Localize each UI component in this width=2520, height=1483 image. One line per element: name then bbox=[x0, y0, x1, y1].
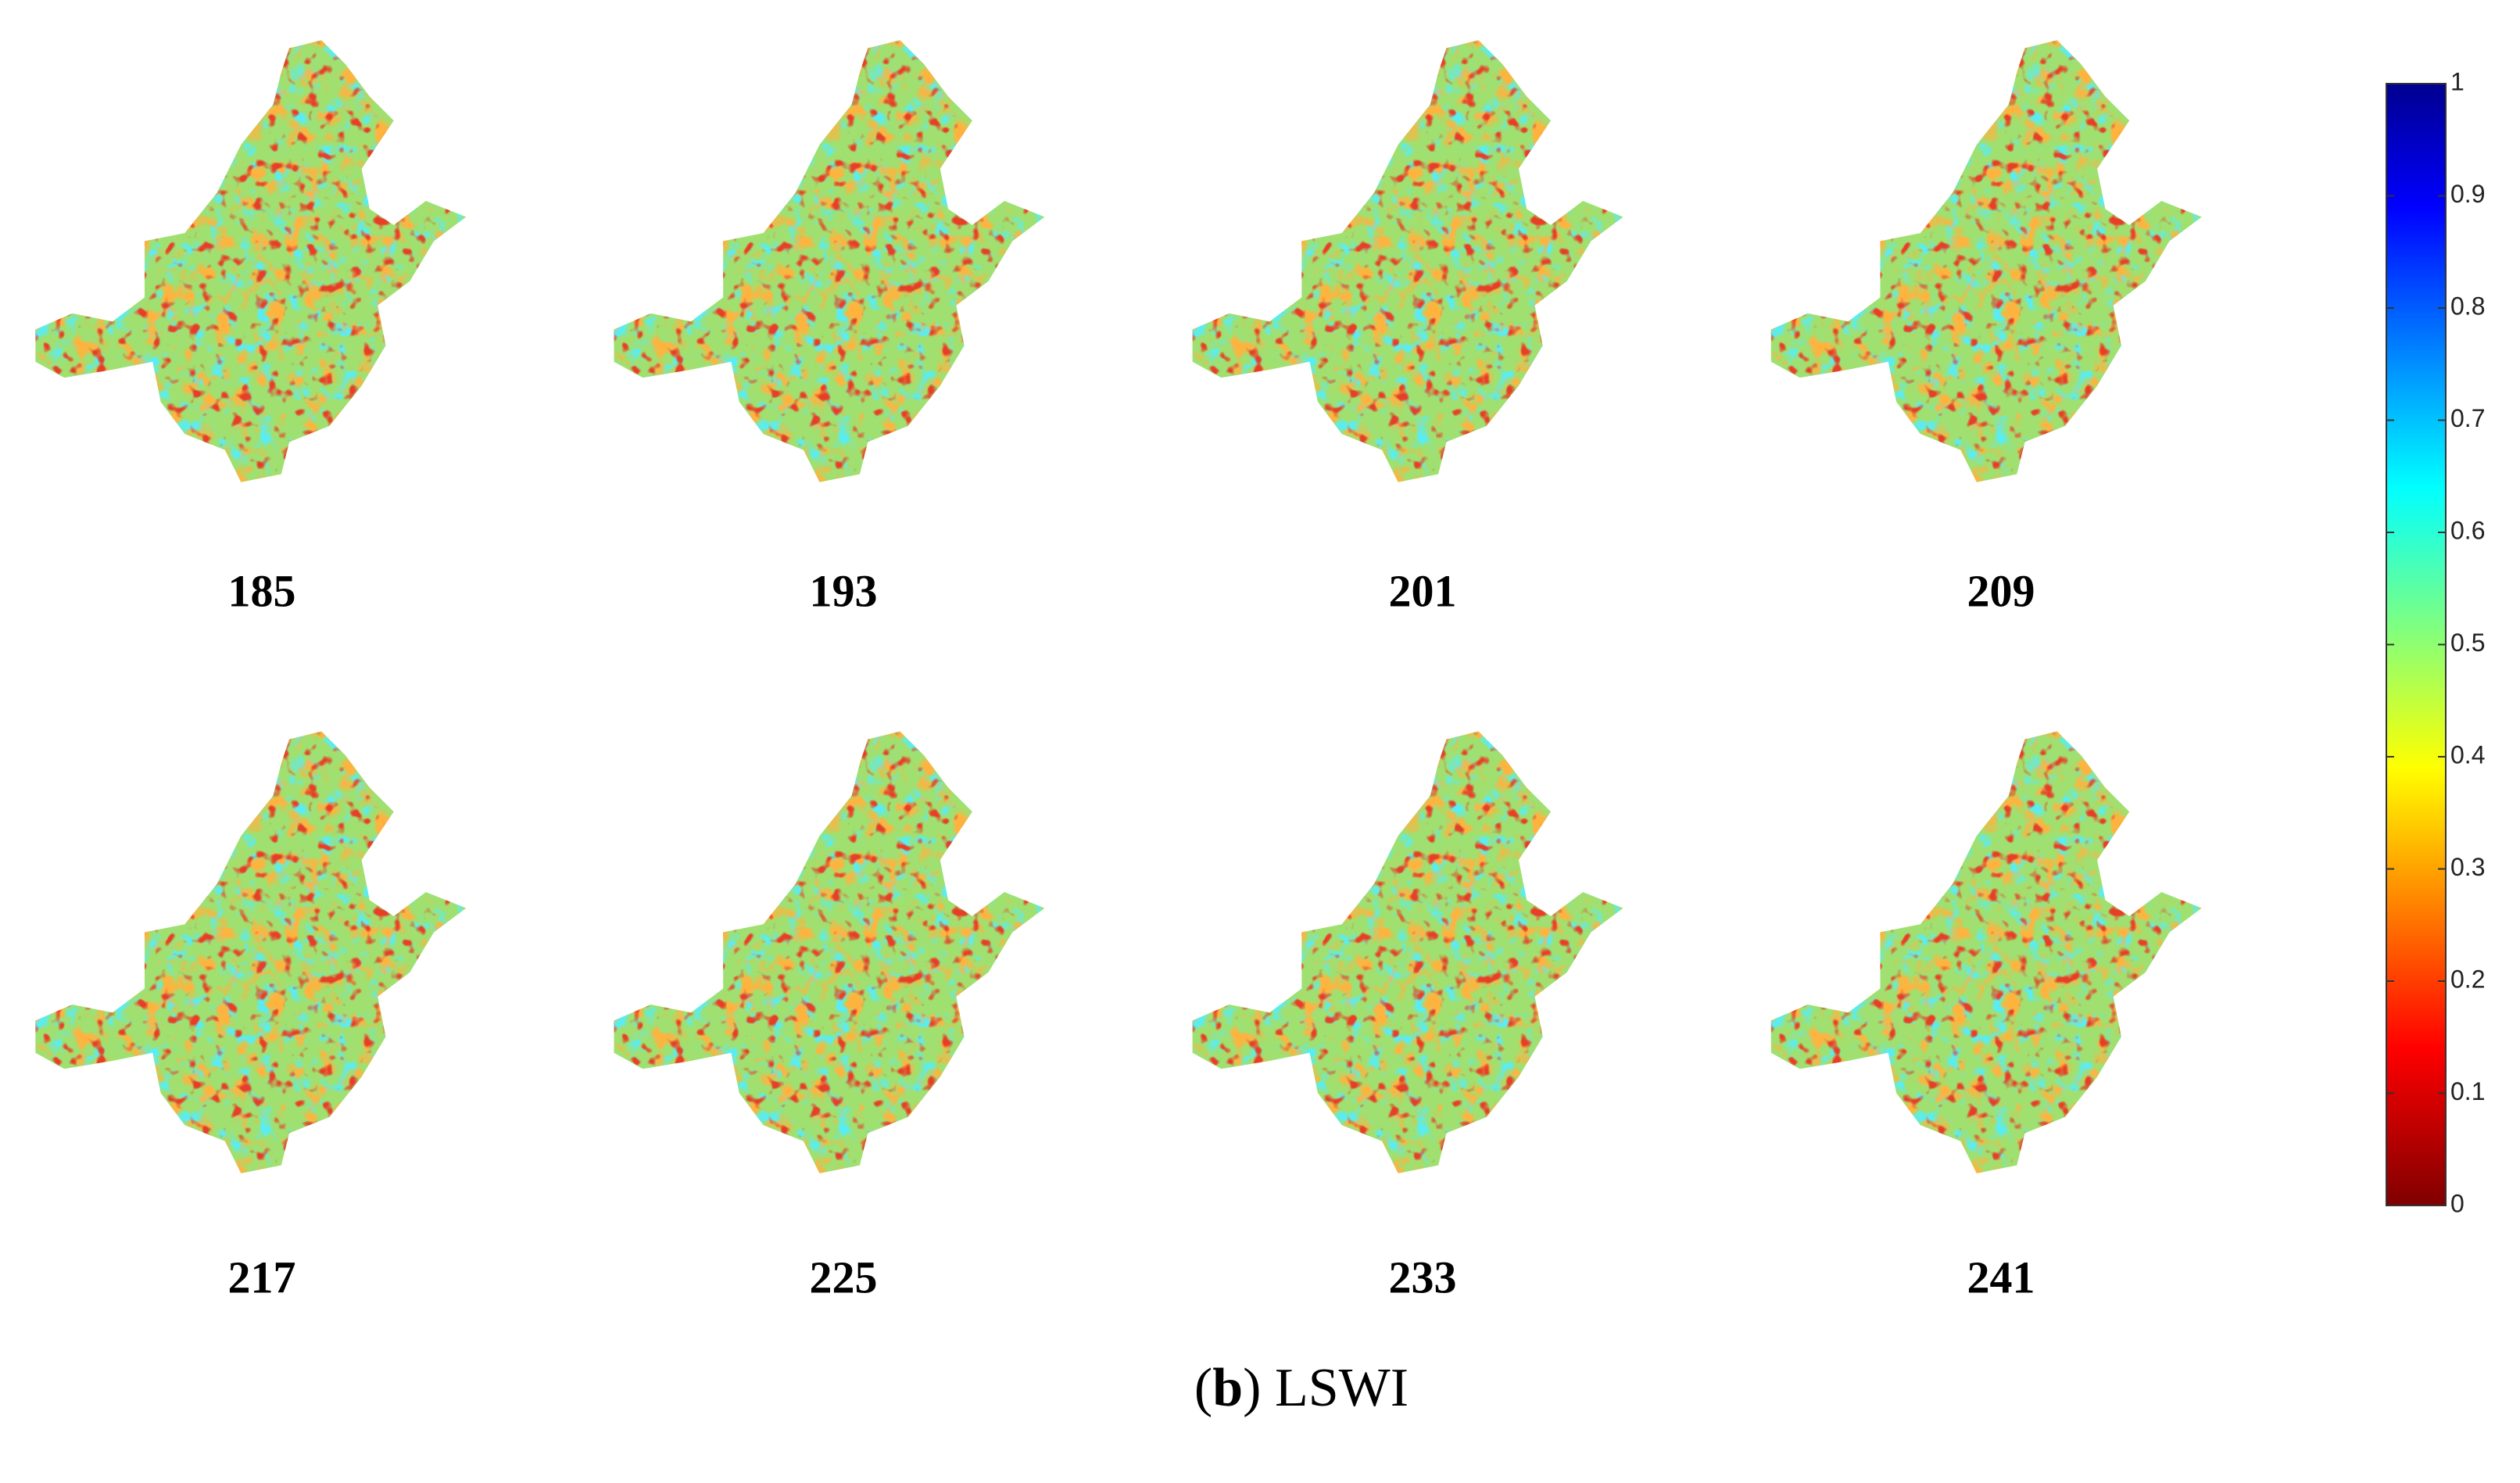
map-209 bbox=[1735, 0, 2218, 498]
caption-open: ( bbox=[1194, 1358, 1212, 1418]
panel-label: 241 bbox=[1967, 1252, 2035, 1302]
map-185 bbox=[0, 0, 482, 498]
panel-label: 209 bbox=[1967, 565, 2035, 616]
tick-label: 0.9 bbox=[2450, 180, 2485, 208]
tick-label: 1 bbox=[2450, 67, 2465, 95]
map-201 bbox=[1157, 0, 1639, 498]
tick-label: 0 bbox=[2450, 1189, 2465, 1217]
map-241 bbox=[1735, 691, 2218, 1189]
map-225 bbox=[578, 691, 1061, 1189]
panel-label: 201 bbox=[1389, 565, 1457, 616]
panel-label: 193 bbox=[810, 565, 878, 616]
tick-label: 0.1 bbox=[2450, 1077, 2485, 1105]
tick-label: 0.6 bbox=[2450, 516, 2485, 544]
panel-label: 217 bbox=[228, 1252, 296, 1302]
tick-label: 0.4 bbox=[2450, 740, 2485, 768]
caption-text: ) LSWI bbox=[1243, 1358, 1409, 1418]
map-217 bbox=[0, 691, 482, 1189]
maps bbox=[0, 0, 2218, 1189]
caption: (b) LSWI bbox=[1194, 1358, 1409, 1418]
colorbar-ticks: 0 0.1 0.2 0.3 0.4 0.5 0.6 0.7 0.8 0.9 1 bbox=[2386, 67, 2485, 1217]
map-233 bbox=[1157, 691, 1639, 1189]
panel-label: 185 bbox=[228, 565, 296, 616]
tick-label: 0.7 bbox=[2450, 404, 2485, 432]
tick-label: 0.8 bbox=[2450, 292, 2485, 320]
tick-label: 0.5 bbox=[2450, 629, 2485, 657]
colorbar bbox=[2386, 83, 2447, 1206]
caption-letter: b bbox=[1212, 1358, 1243, 1418]
panel-label: 225 bbox=[810, 1252, 878, 1302]
map-193 bbox=[578, 0, 1061, 498]
tick-label: 0.3 bbox=[2450, 853, 2485, 881]
panel-label: 233 bbox=[1389, 1252, 1457, 1302]
tick-label: 0.2 bbox=[2450, 965, 2485, 993]
